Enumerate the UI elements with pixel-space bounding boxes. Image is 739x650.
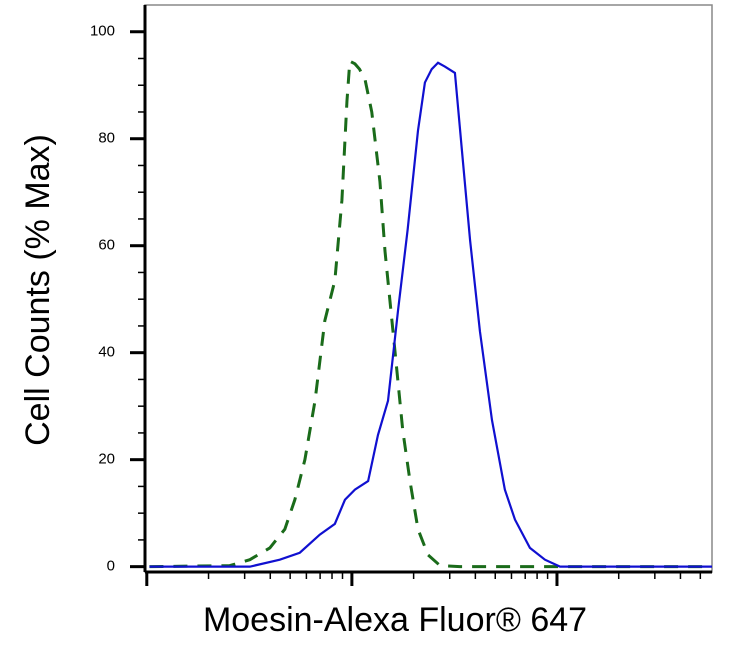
y-tick-label: 100 (90, 23, 115, 40)
histogram-line (149, 58, 712, 569)
x-axis-label: Moesin-Alexa Fluor® 647 (203, 601, 587, 639)
y-tick-label: 40 (98, 344, 115, 361)
plot-frame (144, 4, 713, 573)
y-tick-label: 20 (98, 451, 115, 468)
y-tick-label: 80 (98, 130, 115, 147)
histogram-line (149, 61, 712, 568)
y-tick-label: 60 (98, 237, 115, 254)
y-tick-label: 0 (107, 558, 115, 575)
y-axis-label: Cell Counts (% Max) (19, 134, 57, 446)
